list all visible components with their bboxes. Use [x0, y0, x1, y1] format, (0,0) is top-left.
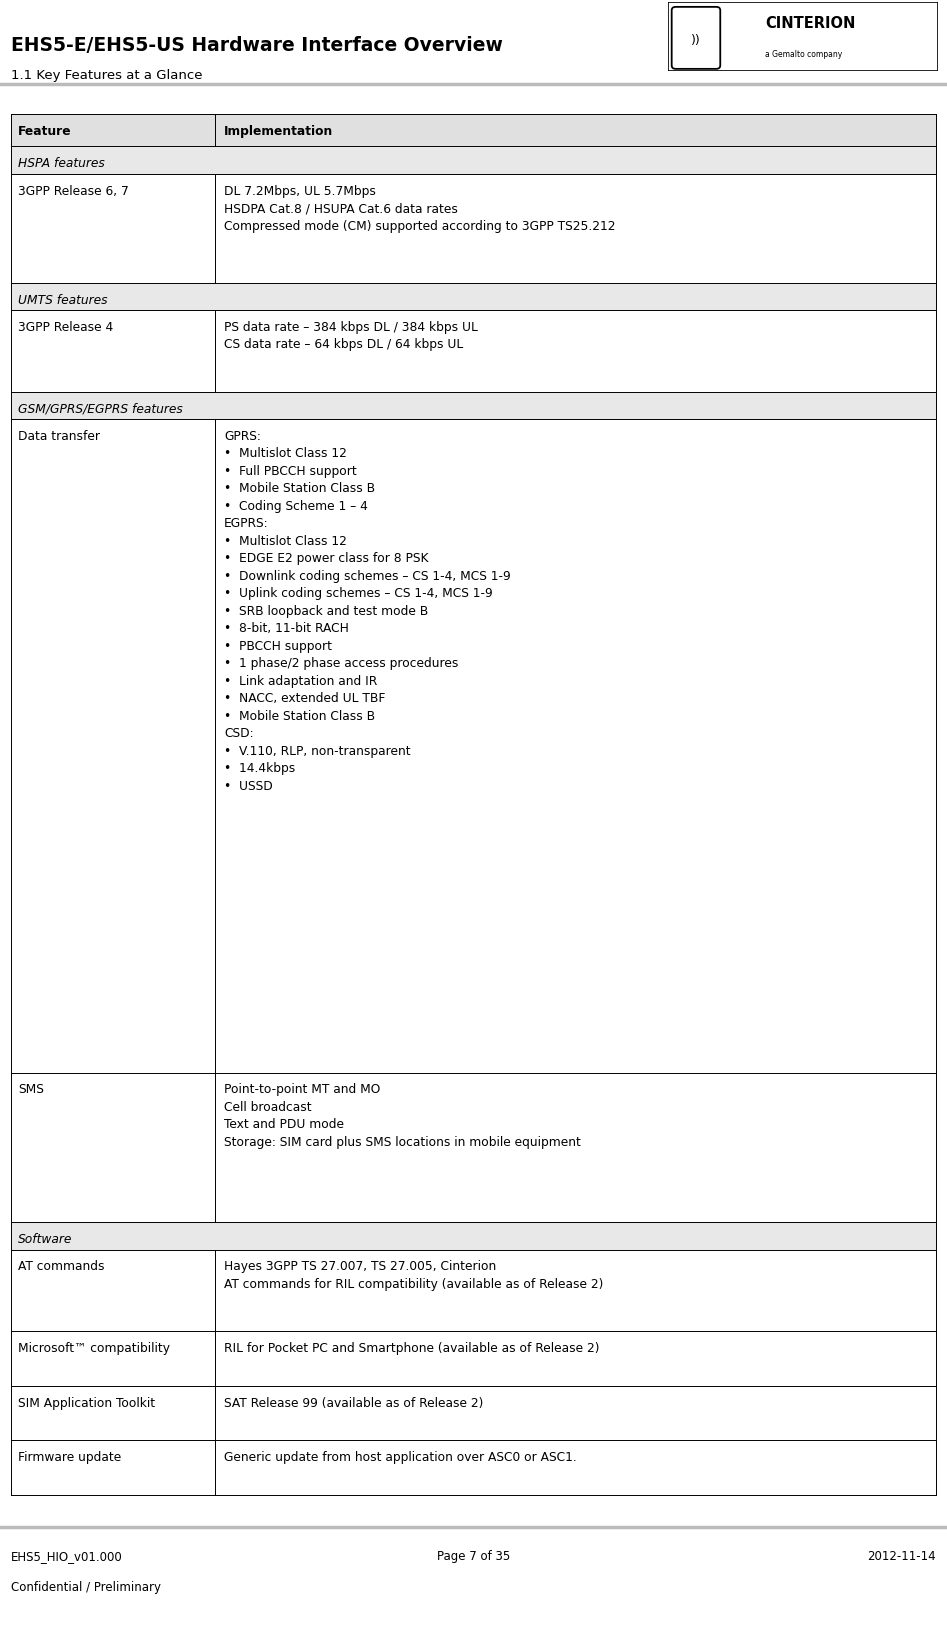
Bar [11, 1441, 936, 1495]
Bar [11, 311, 936, 392]
Bar [11, 115, 936, 148]
FancyBboxPatch shape [671, 8, 721, 70]
Text: SIM Application Toolkit: SIM Application Toolkit [18, 1396, 155, 1408]
Text: 3GPP Release 6, 7: 3GPP Release 6, 7 [18, 185, 129, 197]
Bar [11, 175, 936, 284]
Text: HSPA features: HSPA features [18, 157, 105, 170]
Text: SMS: SMS [18, 1083, 44, 1096]
Bar [11, 148, 936, 175]
Bar [11, 1074, 936, 1223]
Bar [11, 392, 936, 420]
Text: 1.1 Key Features at a Glance: 1.1 Key Features at a Glance [11, 69, 203, 82]
Text: a Gemalto company: a Gemalto company [765, 51, 842, 59]
Text: CINTERION: CINTERION [765, 16, 855, 31]
Bar [11, 1331, 936, 1387]
Text: Data transfer: Data transfer [18, 429, 100, 443]
Text: Page 7 of 35: Page 7 of 35 [437, 1549, 510, 1562]
Text: 3GPP Release 4: 3GPP Release 4 [18, 321, 114, 334]
Text: Firmware update: Firmware update [18, 1451, 121, 1464]
Text: Point-to-point MT and MO
Cell broadcast
Text and PDU mode
Storage: SIM card plus: Point-to-point MT and MO Cell broadcast … [224, 1083, 581, 1149]
Text: DL 7.2Mbps, UL 5.7Mbps
HSDPA Cat.8 / HSUPA Cat.6 data rates
Compressed mode (CM): DL 7.2Mbps, UL 5.7Mbps HSDPA Cat.8 / HSU… [224, 185, 616, 233]
Text: EHS5_HIO_v01.000: EHS5_HIO_v01.000 [11, 1549, 123, 1562]
Bar [11, 420, 936, 1074]
Text: PS data rate – 384 kbps DL / 384 kbps UL
CS data rate – 64 kbps DL / 64 kbps UL: PS data rate – 384 kbps DL / 384 kbps UL… [224, 321, 478, 351]
Text: Generic update from host application over ASC0 or ASC1.: Generic update from host application ove… [224, 1451, 577, 1464]
Text: )): )) [691, 33, 701, 46]
Text: UMTS features: UMTS features [18, 293, 108, 306]
Text: AT commands: AT commands [18, 1260, 104, 1272]
Text: Implementation: Implementation [224, 125, 333, 138]
Text: RIL for Pocket PC and Smartphone (available as of Release 2): RIL for Pocket PC and Smartphone (availa… [224, 1341, 599, 1354]
Text: Hayes 3GPP TS 27.007, TS 27.005, Cinterion
AT commands for RIL compatibility (av: Hayes 3GPP TS 27.007, TS 27.005, Cinteri… [224, 1260, 603, 1290]
Text: GPRS:
•  Multislot Class 12
•  Full PBCCH support
•  Mobile Station Class B
•  C: GPRS: • Multislot Class 12 • Full PBCCH … [224, 429, 511, 792]
Text: Feature: Feature [18, 125, 72, 138]
Text: 2012-11-14: 2012-11-14 [867, 1549, 936, 1562]
Bar [11, 1387, 936, 1441]
Bar [11, 1251, 936, 1331]
Text: Software: Software [18, 1233, 72, 1246]
Text: EHS5-E/EHS5-US Hardware Interface Overview: EHS5-E/EHS5-US Hardware Interface Overvi… [11, 36, 503, 56]
Text: Confidential / Preliminary: Confidential / Preliminary [11, 1580, 161, 1593]
Text: Microsoft™ compatibility: Microsoft™ compatibility [18, 1341, 170, 1354]
Bar [11, 1223, 936, 1251]
Bar [11, 284, 936, 311]
Text: SAT Release 99 (available as of Release 2): SAT Release 99 (available as of Release … [224, 1396, 484, 1408]
Text: GSM/GPRS/EGPRS features: GSM/GPRS/EGPRS features [18, 402, 183, 415]
